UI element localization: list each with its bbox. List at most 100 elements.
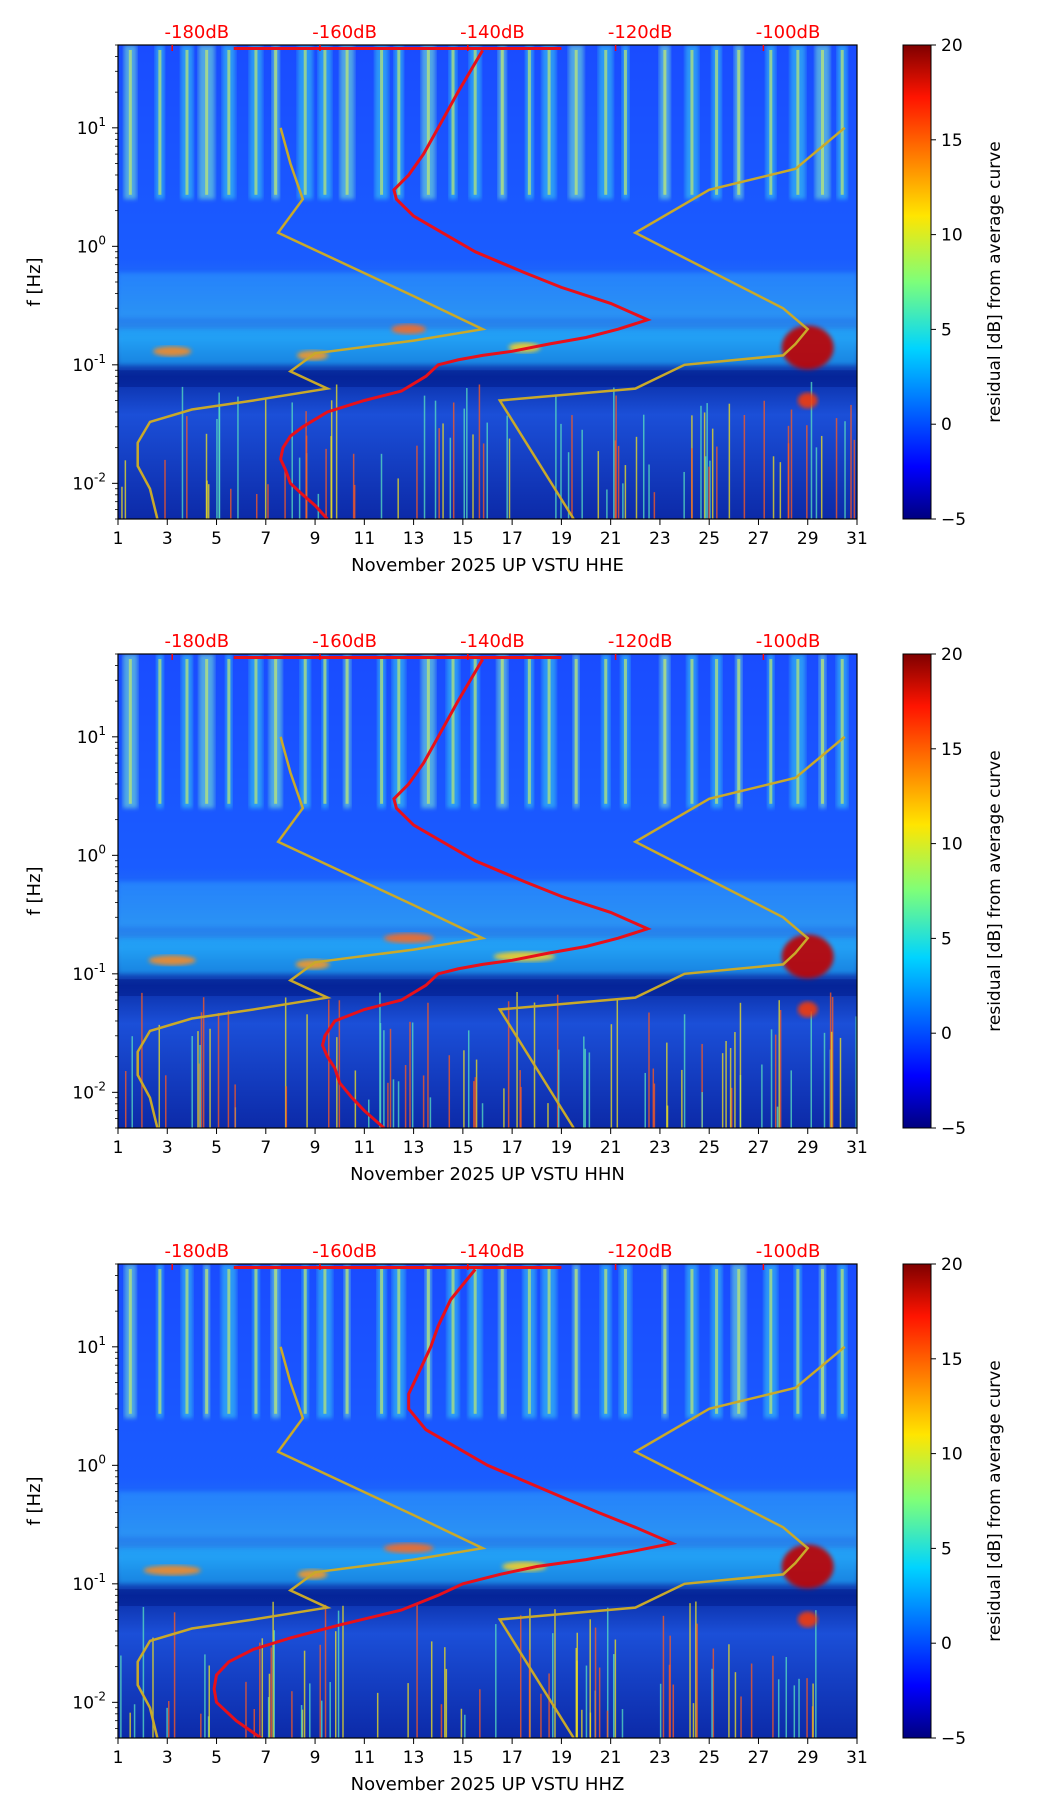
noise-streak-core [426,659,430,804]
transient-spike [709,460,711,519]
colorbar-label: residual [dB] from average curve [985,141,1005,422]
transient-spike [264,399,267,519]
x-tick-label: 9 [310,1138,321,1158]
x-tick-label: 23 [649,1138,671,1158]
transient-spike [743,414,746,519]
x-tick-label: 19 [551,1748,573,1768]
transient-spike [652,1068,655,1128]
transient-spike [653,1083,656,1128]
transient-spike [761,1064,763,1128]
transient-spike [560,423,562,519]
transient-spike [552,1633,554,1738]
noise-streak-core [345,659,349,804]
noise-streak-core [547,659,551,804]
transient-spike [327,999,330,1128]
transient-spike [124,460,127,519]
transient-spike [567,452,570,519]
transient-spike [230,488,232,519]
y-tick-label: 100 [77,233,106,257]
transient-spike [353,484,356,519]
transient-spike [416,1603,418,1738]
transient-spike [700,405,702,519]
x-tick-label: 5 [211,529,222,549]
transient-spike [606,489,608,519]
noise-streak-core [345,1269,349,1414]
transient-spike [790,1070,792,1128]
noise-streak-core [345,50,349,195]
transient-spike [208,1665,210,1738]
transient-spike [379,1023,382,1128]
energy-patch [383,1543,434,1554]
colorbar-tick-label: 5 [941,320,952,340]
transient-spike [787,443,790,519]
transient-spike [662,1615,665,1738]
transient-spike [305,411,307,519]
x-tick-label: 3 [162,1748,173,1768]
y-tick-label: 101 [77,115,106,139]
db-scale-label: -140dB [460,22,525,43]
transient-spike [581,429,583,519]
transient-spike [806,425,808,519]
x-tick-label: 25 [698,1748,720,1768]
y-tick-label: 10-2 [72,470,106,494]
energy-patch [148,955,196,966]
transient-spike [387,1082,389,1128]
x-tick-label: 27 [748,529,770,549]
average-psd-curve [279,49,652,519]
plot-area [118,45,857,519]
transient-spike [319,1644,321,1738]
x-tick-label: 5 [211,1138,222,1158]
transient-spike [815,447,818,519]
colorbar-tick-label: −5 [941,510,966,530]
transient-spike [704,456,707,519]
transient-spike [397,478,399,519]
x-tick-label: 11 [354,1138,376,1158]
transient-spike [472,434,474,519]
noise-streak-core [840,50,844,195]
transient-spike [267,1697,270,1738]
noise-streak-core [426,1269,430,1414]
noise-streak-core [663,50,667,195]
transient-spike [291,402,293,519]
transient-spike [730,1087,733,1128]
transient-spike [785,1657,788,1738]
average-psd-curve [212,1268,678,1738]
transient-spike [255,493,258,519]
transient-spike [181,386,184,519]
noise-streak-core [158,1269,162,1414]
x-tick-label: 21 [600,529,622,549]
transient-spike [585,1665,588,1738]
storm-energy-patch [797,1611,818,1628]
transient-spike [617,445,620,519]
transient-spike [612,1654,615,1738]
transient-spike [576,1660,578,1738]
transient-spike [772,456,775,519]
transient-spike [831,997,834,1128]
transient-spike [606,1607,609,1738]
noise-streak-core [227,659,231,804]
transient-spike [589,1619,591,1738]
transient-spike [621,1709,624,1738]
transient-spike [844,421,846,519]
x-tick-label: 1 [113,1138,124,1158]
transient-spike [389,1028,392,1128]
transient-spike [790,409,793,519]
transient-spike [581,1709,583,1738]
transient-spike [689,1603,691,1738]
low-noise-model-curve [136,736,487,1128]
transient-spike [519,1615,522,1738]
transient-spike [740,1696,742,1738]
transient-spike [467,1030,470,1128]
noise-streak-core [715,659,719,804]
noise-streak-core [397,659,401,804]
transient-spike [503,1088,505,1128]
transient-spike [197,1031,199,1128]
transient-spike [218,406,221,519]
noise-streak-core [500,50,504,195]
transient-spike [855,1016,857,1128]
transient-spike [430,1641,433,1738]
transient-spike [516,992,518,1128]
noise-streak-core [604,1269,608,1414]
db-scale-label: -160dB [312,1241,377,1262]
colorbar-tick-label: 10 [941,1445,963,1465]
